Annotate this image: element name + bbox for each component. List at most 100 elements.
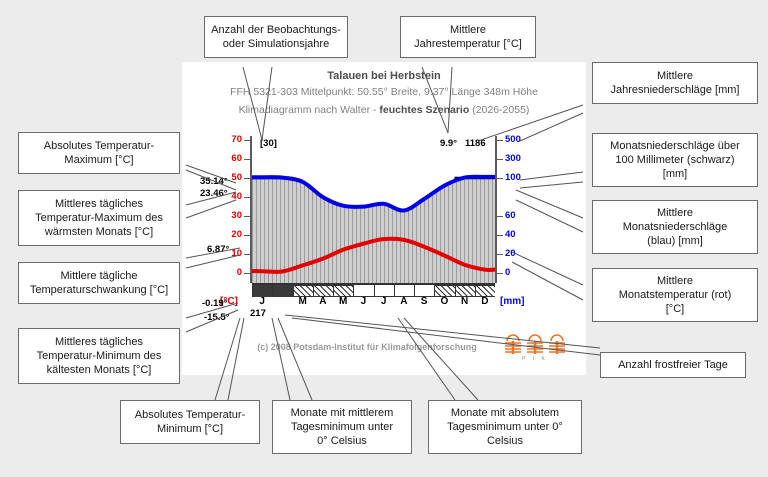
callout-years: Anzahl der Beobachtungs-oder Simulations… bbox=[204, 16, 348, 58]
month-axis-tick bbox=[272, 285, 274, 297]
mean-daily-min-value: -0.19° bbox=[202, 298, 228, 309]
callout-frost-free-days: Anzahl frostfreier Tage bbox=[600, 352, 746, 378]
callout-mean-month-precip: Mittlere Monatsniederschläge (blau) [mm] bbox=[592, 200, 758, 254]
left-axis-tick-label: 30 bbox=[231, 210, 242, 222]
month-label: A bbox=[319, 296, 327, 307]
climate-diagram-panel: Talauen bei Herbstein FFH 5321-303 Mitte… bbox=[182, 62, 586, 375]
month-axis-segment bbox=[434, 285, 455, 297]
left-axis-tick bbox=[244, 254, 251, 256]
month-axis-tick bbox=[312, 285, 314, 297]
right-axis-tick-label: 20 bbox=[505, 248, 516, 260]
right-axis-tick bbox=[496, 235, 503, 237]
right-axis-tick-label: 500 bbox=[505, 133, 521, 145]
month-label: O bbox=[440, 296, 449, 307]
callout-mean-annual-precip: Mittlere Jahresniederschläge [mm] bbox=[592, 62, 758, 104]
left-axis-tick bbox=[244, 235, 251, 237]
left-axis-tick-label: 10 bbox=[231, 248, 242, 260]
left-axis-tick bbox=[244, 178, 251, 179]
diagram-title: Talauen bei Herbstein bbox=[327, 70, 441, 82]
month-axis-tick bbox=[393, 285, 395, 297]
left-axis-tick-label: 50 bbox=[231, 172, 242, 183]
right-unit-label: [mm] bbox=[500, 296, 525, 307]
callout-abs-min-temp: Absolutes Temperatur- Minimum [°C] bbox=[120, 400, 260, 444]
mean-daily-range-value: 6.87° bbox=[207, 244, 230, 255]
callout-abs-max-temp: Absolutes Temperatur- Maximum [°C] bbox=[18, 132, 180, 174]
month-label: J bbox=[380, 296, 387, 307]
callout-mean-daily-min: Mittleres tägliches Temperatur-Minimum de… bbox=[18, 328, 180, 384]
callout-mean-month-temp: Mittlere Monatstemperatur (rot) [°C] bbox=[592, 268, 758, 322]
mean-annual-temp-value: 9.9° bbox=[440, 138, 458, 149]
diagram-scenario-line: Klimadiagramm nach Walter - feuchtes Sze… bbox=[182, 104, 586, 116]
scenario-name: feuchtes Szenario bbox=[379, 104, 470, 116]
right-axis-tick bbox=[496, 273, 503, 275]
month-axis-segment bbox=[373, 285, 394, 297]
month-axis-tick bbox=[414, 285, 415, 297]
month-axis-tick bbox=[373, 285, 375, 297]
month-label: N bbox=[461, 296, 469, 307]
month-label: D bbox=[481, 296, 489, 307]
pik-logo-caption: P I K bbox=[522, 356, 548, 362]
month-axis-tick bbox=[333, 285, 334, 297]
month-axis bbox=[252, 283, 495, 297]
left-axis-tick-label: 40 bbox=[231, 191, 242, 203]
right-axis-tick bbox=[496, 254, 503, 256]
month-axis-segment bbox=[272, 285, 293, 297]
month-axis-segment bbox=[252, 285, 273, 297]
month-axis-tick bbox=[292, 285, 294, 297]
frost-free-days-value: 217 bbox=[250, 308, 266, 319]
month-axis-segment bbox=[333, 285, 354, 297]
right-axis-tick-label: 100 bbox=[505, 172, 521, 183]
month-axis-segment bbox=[292, 285, 313, 297]
left-axis-tick bbox=[244, 216, 251, 218]
right-axis-tick bbox=[496, 216, 503, 218]
diagram-location-line: FFH 5321-303 Mittelpunkt: 50.55° Breite,… bbox=[230, 86, 538, 98]
left-axis-tick bbox=[244, 158, 251, 160]
scenario-prefix: Klimadiagramm nach Walter - bbox=[238, 104, 380, 116]
plot-area: 0 10 20 30 40 50 60 70 0 20 40 60 100 300 500 bbox=[231, 135, 521, 283]
callout-mean-daily-max: Mittleres tägliches Temperatur-Maximum de… bbox=[18, 190, 180, 246]
month-axis-segment bbox=[312, 285, 333, 297]
callout-months-abs-below-zero: Monate mit absolutem Tagesminimum unter 0… bbox=[428, 400, 582, 454]
month-label: A bbox=[400, 296, 408, 307]
right-axis-tick-label: 40 bbox=[505, 229, 516, 241]
years-value: [30] bbox=[260, 138, 277, 149]
month-axis-tick bbox=[474, 285, 476, 297]
callout-months-mean-below-zero: Monate mit mittlerem Tagesminimum unter 0°… bbox=[272, 400, 412, 454]
month-axis-tick bbox=[454, 285, 456, 297]
right-axis-tick bbox=[496, 178, 503, 179]
right-axis-tick bbox=[496, 139, 503, 141]
left-axis-tick bbox=[244, 197, 251, 199]
month-axis-tick bbox=[353, 285, 355, 297]
right-axis bbox=[495, 136, 497, 283]
month-label: J bbox=[360, 296, 367, 307]
plot-svg bbox=[252, 174, 495, 283]
month-label: M bbox=[298, 296, 307, 307]
left-axis-tick-label: 70 bbox=[231, 133, 242, 145]
abs-max-temp-value: 35.14° bbox=[200, 176, 228, 187]
right-axis-tick bbox=[496, 158, 503, 160]
month-axis-segment bbox=[393, 285, 414, 297]
callout-daily-range: Mittlere tägliche Temperaturschwankung [°… bbox=[18, 262, 180, 304]
mean-daily-max-value: 23.46° bbox=[200, 188, 228, 199]
left-axis bbox=[250, 136, 252, 283]
callout-mean-annual-temp: Mittlere Jahrestemperatur [°C] bbox=[400, 16, 536, 58]
callout-precip-over-100: Monatsniederschläge über 100 Millimeter (… bbox=[592, 133, 758, 187]
month-axis-segment bbox=[414, 285, 435, 297]
left-axis-tick-label: 20 bbox=[231, 229, 242, 241]
scenario-period: (2026-2055) bbox=[469, 104, 530, 116]
left-axis-tick bbox=[244, 273, 251, 275]
month-axis-tick bbox=[434, 285, 436, 297]
month-axis-segment bbox=[454, 285, 475, 297]
month-axis-segment bbox=[353, 285, 374, 297]
right-axis-tick-label: 0 bbox=[505, 267, 511, 279]
month-label: J bbox=[259, 296, 265, 307]
month-label: M bbox=[338, 296, 348, 307]
abs-min-temp-value: -15.5° bbox=[204, 312, 230, 323]
pik-logo: P I K bbox=[504, 334, 566, 362]
month-axis-tick bbox=[252, 285, 253, 297]
right-axis-tick-label: 60 bbox=[505, 210, 516, 222]
left-axis-tick-label: 60 bbox=[231, 152, 242, 164]
month-axis-segment bbox=[474, 285, 495, 297]
mean-annual-precip-value: 1186 bbox=[465, 138, 486, 149]
